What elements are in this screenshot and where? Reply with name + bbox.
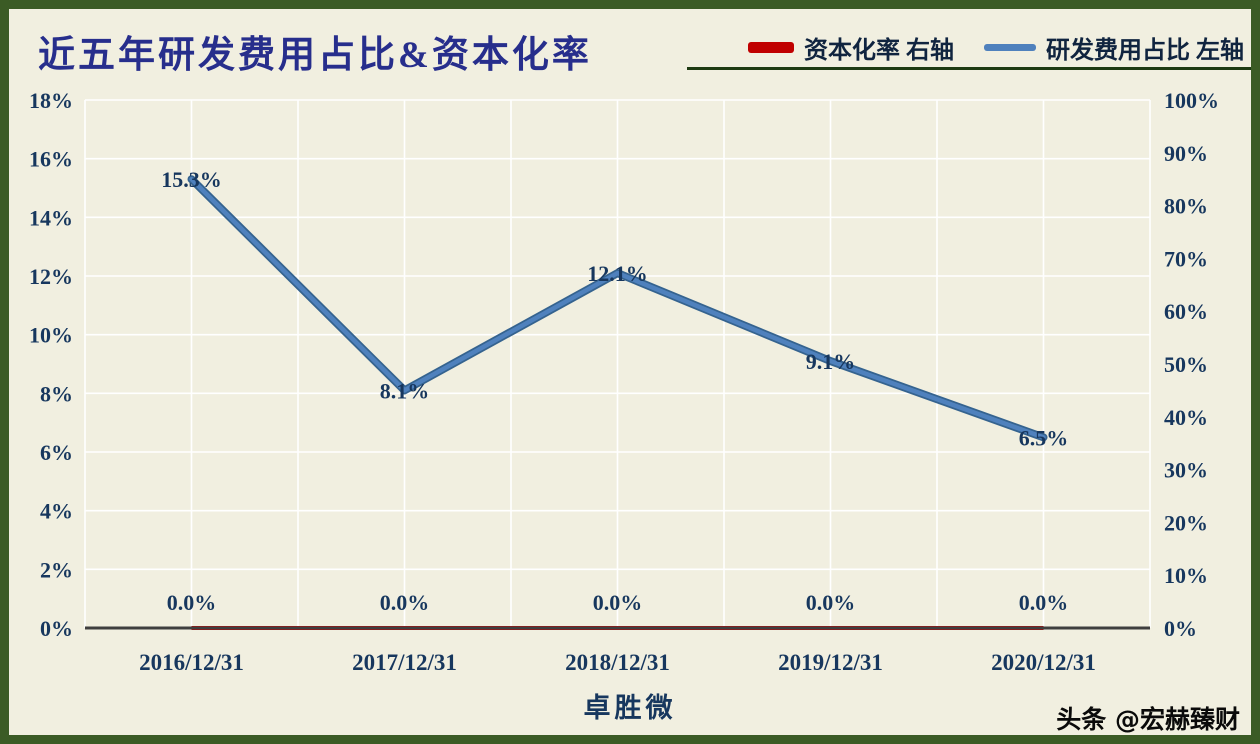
left-axis-tick: 18% xyxy=(29,88,73,113)
right-axis-tick: 80% xyxy=(1164,194,1208,219)
left-axis-tick: 12% xyxy=(29,264,73,289)
right-axis-tick: 0% xyxy=(1164,616,1197,641)
x-axis-title: 卓胜微 xyxy=(583,693,677,723)
left-axis-tick: 14% xyxy=(29,205,73,230)
left-axis-tick: 8% xyxy=(40,381,73,406)
x-axis-category-label: 2017/12/31 xyxy=(352,650,457,675)
x-axis-category-label: 2019/12/31 xyxy=(778,650,883,675)
rd-expense-ratio-data-label: 15.3% xyxy=(161,167,222,192)
left-axis-tick: 16% xyxy=(29,147,73,172)
legend-label-rd-expense-ratio: 研发费用占比 左轴 xyxy=(1046,38,1244,64)
x-axis-category-label: 2018/12/31 xyxy=(565,650,670,675)
x-axis-category-label: 2020/12/31 xyxy=(991,650,1096,675)
watermark: 头条 @宏赫臻财 xyxy=(1056,705,1240,734)
rd-expense-ratio-data-label: 6.5% xyxy=(1019,425,1069,450)
capitalization-rate-swatch xyxy=(748,42,794,53)
right-axis-tick: 40% xyxy=(1164,405,1208,430)
right-axis-tick: 20% xyxy=(1164,510,1208,535)
legend-item-rd-expense-ratio: 研发费用占比 左轴 xyxy=(984,30,1244,65)
rd-expense-ratio-data-label: 8.1% xyxy=(380,378,430,403)
left-axis-tick: 4% xyxy=(40,499,73,524)
chart-title: 近五年研发费用占比&资本化率 xyxy=(38,35,592,76)
left-axis-tick: 2% xyxy=(40,557,73,582)
capitalization-rate-data-label: 0.0% xyxy=(167,590,217,615)
legend-label-capitalization-rate: 资本化率 右轴 xyxy=(804,38,954,64)
x-axis-category-label: 2016/12/31 xyxy=(139,650,244,675)
left-axis-tick: 10% xyxy=(29,323,73,348)
legend: 资本化率 右轴 研发费用占比 左轴 xyxy=(748,30,1244,65)
right-axis-tick: 10% xyxy=(1164,563,1208,588)
capitalization-rate-data-label: 0.0% xyxy=(1019,590,1069,615)
rd-expense-ratio-data-label: 9.1% xyxy=(806,349,856,374)
rd-expense-ratio-data-label: 12.1% xyxy=(587,261,648,286)
right-axis-tick: 100% xyxy=(1164,88,1219,113)
capitalization-rate-data-label: 0.0% xyxy=(806,590,856,615)
legend-underline xyxy=(687,67,1251,70)
right-axis-tick: 70% xyxy=(1164,246,1208,271)
capitalization-rate-data-label: 0.0% xyxy=(593,590,643,615)
right-axis-tick: 60% xyxy=(1164,299,1208,324)
right-axis-tick: 90% xyxy=(1164,141,1208,166)
left-axis-tick: 6% xyxy=(40,440,73,465)
right-axis-tick: 30% xyxy=(1164,458,1208,483)
left-axis-tick: 0% xyxy=(40,616,73,641)
rd-expense-ratio-swatch xyxy=(984,44,1036,51)
right-axis-tick: 50% xyxy=(1164,352,1208,377)
legend-item-capitalization-rate: 资本化率 右轴 xyxy=(748,30,954,65)
capitalization-rate-data-label: 0.0% xyxy=(380,590,430,615)
rd-expense-ratio-line xyxy=(189,176,1046,440)
